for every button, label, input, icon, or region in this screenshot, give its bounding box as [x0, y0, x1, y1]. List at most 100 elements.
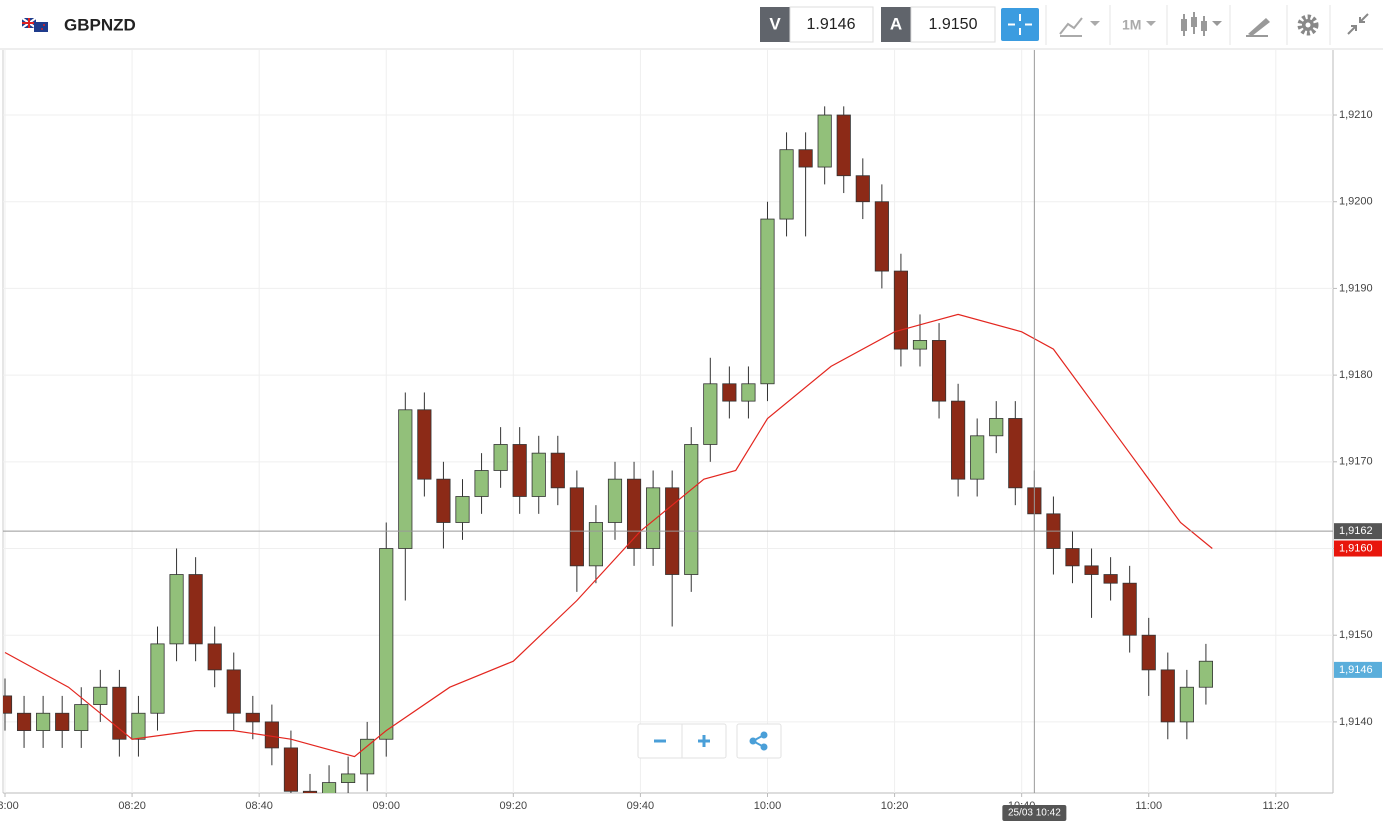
candle-body	[131, 712, 146, 740]
chart-type-button[interactable]	[1059, 17, 1100, 37]
y-tick-label: 1,9190	[1339, 282, 1373, 294]
candle-body	[93, 686, 108, 705]
candle-body	[836, 114, 851, 177]
draw-button[interactable]	[1246, 18, 1270, 37]
candle-body	[1103, 574, 1118, 584]
bid-label: V	[769, 14, 781, 33]
candle-body	[341, 773, 356, 783]
candle-style-button[interactable]	[1181, 12, 1222, 36]
candle-body	[531, 452, 546, 497]
crosshair-x-label: 25/03 10:42	[1008, 808, 1061, 819]
bid-label-bg	[760, 7, 790, 42]
bid-box[interactable]	[789, 6, 874, 43]
candle-body	[569, 487, 584, 567]
candle-body	[607, 478, 623, 523]
crosshair-y-label: 1,9162	[1339, 525, 1373, 537]
share-box[interactable]	[736, 723, 782, 759]
x-tick-label: 11:00	[1135, 800, 1162, 812]
candle-body	[474, 470, 489, 497]
candle-body	[245, 712, 260, 723]
collapse-button[interactable]	[1347, 13, 1369, 35]
timeframe: 1M	[1122, 17, 1141, 33]
x-tick-label: 08:00	[0, 800, 19, 812]
candle-body	[874, 201, 889, 272]
zoom-in[interactable]	[698, 735, 710, 747]
x-tick-label: 11:20	[1262, 800, 1289, 812]
candle-body	[36, 712, 51, 731]
candle-body	[1141, 634, 1156, 671]
candle-body	[436, 478, 451, 523]
y-tick-label: 1,9200	[1339, 196, 1373, 208]
candle-body	[169, 574, 184, 645]
ask-box[interactable]	[910, 6, 996, 43]
candle-body	[379, 548, 394, 740]
candle-body	[760, 218, 775, 385]
price-tag-label: 1,9160	[1339, 542, 1373, 554]
y-tick-label: 1,9150	[1339, 629, 1373, 641]
x-tick-label: 10:00	[754, 800, 782, 812]
share-icon	[749, 731, 768, 751]
candle-body	[1084, 565, 1099, 575]
candle-body	[455, 496, 470, 523]
candle-body	[1160, 669, 1175, 723]
candle-body	[855, 175, 870, 203]
candle-body	[3, 695, 13, 714]
candle-body	[55, 712, 70, 731]
x-tick-label: 09:00	[372, 800, 400, 812]
candle-body	[893, 270, 908, 350]
candle-body	[684, 444, 699, 575]
x-tick-label: 08:40	[245, 800, 273, 812]
axes: 1,9140 1,9150 1,9160 1,9170 1,9180 1,9190 1,92…	[0, 50, 1382, 821]
candle-body	[398, 409, 413, 549]
candle-body	[226, 669, 241, 714]
y-tick-label: 1,9170	[1339, 456, 1373, 468]
price-tag-label: 1,9146	[1339, 664, 1373, 676]
candle-body	[16, 712, 32, 731]
candle-body	[264, 721, 279, 749]
x-tick-label: 10:20	[881, 800, 909, 812]
moving-average	[4, 313, 1213, 758]
timeframe-button[interactable]: 1M	[1122, 17, 1156, 33]
bid: 1.9146	[807, 16, 856, 33]
candle-body	[283, 747, 299, 792]
candle-body	[112, 686, 127, 740]
candle-body	[703, 383, 718, 445]
y-tick-label: 1,9210	[1339, 109, 1373, 121]
candle-body	[74, 704, 89, 731]
crosshair-icon	[1008, 14, 1032, 35]
symbol: GBPNZD	[64, 15, 136, 34]
candle-body	[798, 149, 813, 168]
y-tick-label: 1,9180	[1339, 369, 1373, 381]
crosshair-x-tag	[1002, 805, 1067, 821]
candle-body	[970, 435, 985, 480]
candle-body	[550, 452, 565, 489]
y-tick-label: 1,9140	[1339, 716, 1373, 728]
candle-body	[207, 643, 222, 671]
candle-body	[951, 400, 966, 480]
candle-body	[321, 782, 337, 793]
candle-body	[1179, 686, 1194, 723]
flag	[21, 17, 48, 32]
price-tag	[1334, 661, 1382, 678]
toolbar: GBPNZD V 1.9146 A 1.9150 1M	[0, 0, 1383, 50]
candle-body	[360, 738, 375, 775]
candle-body	[989, 418, 1004, 437]
x-tick-label: 08:20	[118, 800, 146, 812]
candle-body	[417, 409, 432, 480]
candle-body	[1065, 548, 1080, 567]
zoom-controls	[637, 723, 782, 759]
ask-label: A	[890, 14, 902, 33]
candle-body	[817, 114, 832, 168]
candle-body	[779, 149, 794, 220]
candle-body	[1122, 582, 1137, 636]
grid	[3, 50, 1333, 793]
candle-body	[512, 444, 527, 497]
candle-body	[493, 444, 508, 471]
x-tick-label: 09:40	[627, 800, 655, 812]
price-tag	[1334, 540, 1382, 557]
crosshair-button[interactable]	[1001, 8, 1039, 41]
candle-body	[1198, 660, 1213, 688]
settings-button[interactable]	[1297, 14, 1319, 36]
